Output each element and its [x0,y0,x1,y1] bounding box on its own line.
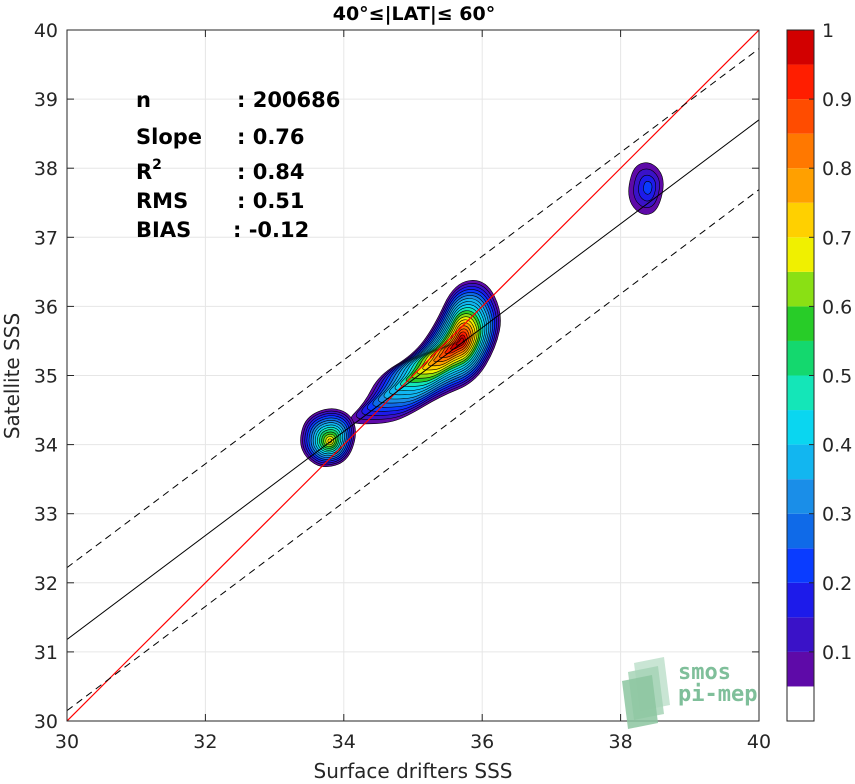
density-contour-level [455,337,464,346]
stat-label: BIAS [136,218,191,242]
y-tick-label: 30 [34,711,58,733]
logo-line2: pi-mep [678,682,757,707]
y-axis-label: Satellite SSS [0,313,24,439]
x-tick-label: 34 [332,731,356,753]
stat-label-sup: 2 [152,157,162,173]
x-axis-label: Surface drifters SSS [314,759,513,783]
colorbar-tick-label: 0.2 [822,573,852,595]
stats-box: n : 200686 Slope : 0.76 R2 : 0.84 RMS : 0.51 BIA… [136,88,340,242]
colorbar-segment [787,513,814,549]
stat-label: R2 [136,157,162,184]
y-tick-label: 39 [34,89,58,111]
logo-line1: smos [678,660,731,685]
colorbar-segment [787,686,814,721]
colorbar-tick-label: 0.1 [822,642,852,664]
chart-title: 40°≤|LAT|≤ 60° [333,3,496,25]
y-tick-label: 34 [34,435,58,457]
y-tick-label: 31 [34,642,58,664]
lower-bound-line [67,189,759,712]
colorbar-segment [787,582,814,618]
x-tick-label: 30 [55,731,79,753]
x-tick-label: 40 [747,731,771,753]
stat-value: : 200686 [237,88,340,112]
colorbar-segment [787,99,814,134]
colorbar-segment [787,479,814,514]
logo-wave [622,675,658,729]
ticks: 30 32 34 36 38 40 30 31 32 33 34 35 36 37 38 39 40 [34,20,771,753]
colorbar-segment [787,617,814,652]
colorbar-tick-label: 0.9 [822,89,852,111]
stat-value: : -0.12 [233,218,309,242]
x-tick-label: 36 [470,731,494,753]
colorbar-segment [787,168,814,203]
x-tick-label: 32 [193,731,217,753]
x-tick-label: 38 [609,731,633,753]
stat-value: : 0.51 [237,189,305,213]
colorbar-tick-label: 0.7 [822,227,852,249]
y-tick-label: 33 [34,504,58,526]
density-contour-level [643,181,653,195]
colorbar-segment [787,375,814,411]
y-tick-label: 32 [34,573,58,595]
colorbar-tick-label: 0.3 [822,504,852,526]
smos-pimep-logo: smos pi-mep [622,657,757,729]
colorbar-segment [787,340,814,376]
colorbar-segment [787,306,814,341]
stat-value: : 0.76 [237,125,305,149]
colorbar-segment [787,30,814,65]
colorbar-segment [787,410,814,445]
colorbar-tick-label: 0.5 [822,366,852,388]
colorbar-tick-label: 1 [822,20,834,42]
colorbar-tick-label: 0.6 [822,296,852,318]
identity-line [67,30,759,721]
y-tick-label: 38 [34,158,58,180]
stat-label: n [136,88,151,112]
colorbar-tick-label: 0.4 [822,435,852,457]
regression-line [67,119,759,640]
y-tick-label: 35 [34,366,58,388]
y-tick-label: 40 [34,20,58,42]
colorbar-segment [787,64,814,100]
colorbar-segment [787,202,814,238]
colorbar-segment [787,548,814,583]
stat-label: Slope [136,125,202,149]
colorbar-segment [787,444,814,480]
upper-bound-line [67,48,759,568]
colorbar-segment [787,237,814,272]
y-tick-label: 36 [34,296,58,318]
colorbar-segment [787,133,814,169]
y-tick-label: 37 [34,227,58,249]
plot-area: 30 32 34 36 38 40 30 31 32 33 34 35 36 37 38 39 40 [34,20,771,753]
colorbar-segment [787,651,814,687]
reference-lines [67,30,759,721]
stat-label: RMS [136,189,188,213]
colorbar-tick-label: 0.8 [822,158,852,180]
colorbar: 0.1 0.2 0.3 0.4 0.5 0.6 0.7 0.8 0.9 1 [786,20,852,722]
stat-value: : 0.84 [237,160,305,184]
colorbar-segment [787,271,814,307]
